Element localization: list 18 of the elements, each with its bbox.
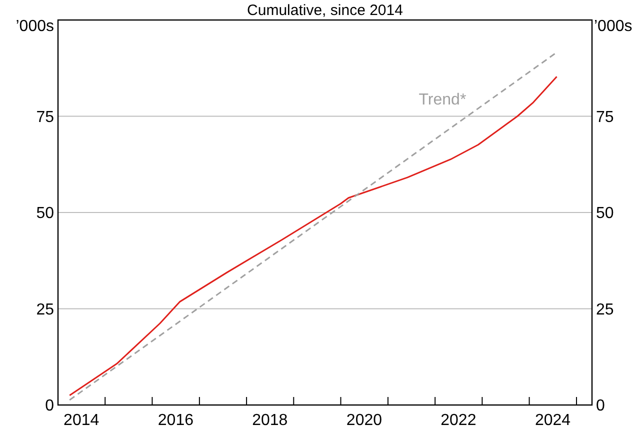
y2-axis-title: ’000s xyxy=(594,18,632,36)
y-tick-label: 25 xyxy=(36,301,54,318)
y-tick-label: 50 xyxy=(36,205,54,222)
x-tick-label: 2020 xyxy=(346,412,382,429)
x-tick-label: 2024 xyxy=(534,412,571,429)
x-tick-label: 2018 xyxy=(252,412,288,429)
chart-title: Cumulative, since 2014 xyxy=(247,2,403,19)
annotation: Trend* xyxy=(418,92,466,109)
y-tick-label: 75 xyxy=(36,108,54,126)
y-axis-title: ’000s xyxy=(16,18,54,36)
x-tick-label: 2016 xyxy=(158,412,194,429)
y2-tick-label: 50 xyxy=(596,205,614,222)
y2-tick-label: 25 xyxy=(596,301,614,318)
y2-tick-label: 0 xyxy=(596,398,605,415)
y-tick-label: 0 xyxy=(45,398,54,415)
x-tick-label: 2014 xyxy=(64,412,100,429)
x-tick-label: 2022 xyxy=(440,412,476,429)
y2-tick-label: 75 xyxy=(596,108,614,126)
